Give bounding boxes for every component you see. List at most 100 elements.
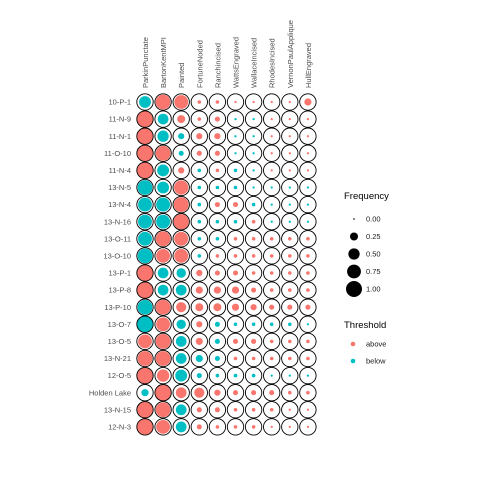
legend-color-title: Threshold <box>344 320 386 331</box>
reference-ring <box>136 195 154 214</box>
reference-ring <box>190 195 208 214</box>
column-label: ParkinPunctate <box>141 37 150 88</box>
frequency-dot <box>306 152 310 155</box>
frequency-dot <box>155 351 171 366</box>
frequency-dot <box>157 164 170 177</box>
frequency-dot <box>155 384 172 401</box>
reference-ring <box>263 315 281 333</box>
frequency-dot <box>252 169 255 172</box>
reference-ring <box>172 384 190 402</box>
frequency-dot <box>269 271 274 275</box>
reference-ring <box>299 178 317 197</box>
reference-ring <box>172 332 190 351</box>
reference-ring <box>190 401 208 419</box>
row-label: 12-N-3 <box>108 423 131 432</box>
frequency-dot <box>288 390 292 395</box>
reference-ring <box>244 332 263 351</box>
reference-ring <box>154 298 172 316</box>
frequency-dot <box>178 133 185 140</box>
frequency-dot <box>233 237 238 241</box>
reference-ring <box>244 161 263 180</box>
reference-ring <box>208 384 227 402</box>
reference-ring <box>136 332 154 351</box>
reference-ring <box>281 332 299 351</box>
reference-ring <box>244 247 263 265</box>
frequency-dot <box>306 390 310 395</box>
frequency-dot <box>137 111 153 128</box>
frequency-dot <box>288 425 291 429</box>
reference-ring <box>208 230 227 248</box>
frequency-dot <box>156 248 171 263</box>
reference-ring <box>263 401 281 419</box>
frequency-dot <box>157 113 169 125</box>
reference-ring <box>263 349 281 368</box>
reference-ring <box>154 384 172 402</box>
frequency-dot <box>137 316 153 333</box>
frequency-dot <box>176 319 186 330</box>
size-key-dot <box>350 232 358 241</box>
frequency-dot <box>157 181 170 194</box>
reference-ring <box>244 127 263 145</box>
frequency-dot <box>304 98 312 106</box>
reference-ring <box>226 230 245 248</box>
reference-ring <box>299 384 317 402</box>
frequency-dot <box>288 322 292 327</box>
frequency-dot <box>288 408 291 411</box>
reference-ring <box>299 281 317 299</box>
reference-ring <box>154 127 172 145</box>
frequency-dot <box>176 302 187 313</box>
reference-ring <box>299 247 317 265</box>
frequency-dot <box>137 145 153 162</box>
reference-ring <box>208 195 227 214</box>
frequency-dot <box>174 180 189 195</box>
frequency-dot <box>175 284 187 296</box>
frequency-dot <box>195 286 203 294</box>
frequency-dot <box>288 237 292 241</box>
frequency-dot <box>214 202 220 208</box>
reference-ring <box>136 281 154 299</box>
reference-ring <box>263 418 281 436</box>
frequency-dot <box>139 96 151 108</box>
frequency-dot <box>137 248 153 264</box>
reference-ring <box>190 161 208 180</box>
frequency-dot <box>287 304 293 310</box>
column-label: WattsEngraved <box>232 37 241 88</box>
reference-ring <box>136 230 154 248</box>
reference-ring <box>226 401 245 419</box>
frequency-dot <box>270 203 273 206</box>
column-label: BartonKentMPI <box>159 37 168 88</box>
reference-ring <box>226 384 245 402</box>
reference-ring <box>208 349 227 368</box>
reference-ring <box>136 418 154 436</box>
frequency-dot <box>252 100 255 104</box>
frequency-dot <box>196 373 202 379</box>
row-label: 11-N-4 <box>109 166 131 175</box>
reference-ring <box>172 93 190 111</box>
reference-ring <box>208 144 227 162</box>
reference-ring <box>172 281 190 299</box>
frequency-dot <box>215 237 220 241</box>
reference-ring <box>226 178 245 197</box>
frequency-dot <box>306 339 310 344</box>
reference-ring <box>281 247 299 265</box>
reference-ring <box>299 366 317 385</box>
reference-ring <box>208 161 227 180</box>
reference-ring <box>172 161 190 180</box>
reference-ring <box>208 298 227 316</box>
frequency-dot <box>137 351 153 366</box>
reference-ring <box>299 110 317 128</box>
frequency-dot <box>288 117 291 121</box>
frequency-dot <box>215 254 220 258</box>
frequency-dot <box>174 95 189 109</box>
frequency-dot <box>156 317 171 332</box>
frequency-dot <box>269 408 274 412</box>
frequency-dot <box>232 202 239 208</box>
frequency-dot <box>233 425 238 429</box>
dot-matrix <box>136 93 317 436</box>
reference-ring <box>281 213 299 231</box>
frequency-dot <box>197 254 202 258</box>
row-label: 13-O-5 <box>108 337 131 346</box>
reference-ring <box>208 366 227 385</box>
frequency-dot <box>232 390 239 396</box>
